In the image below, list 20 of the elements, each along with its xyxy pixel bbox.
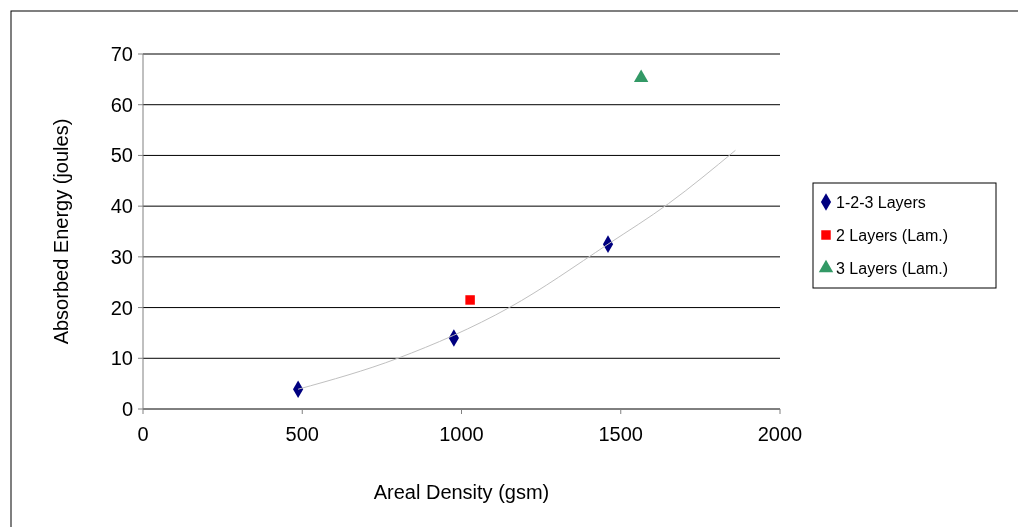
y-tick-label: 50 [110,144,133,167]
y-axis-title: Absorbed Energy (joules) [50,118,72,345]
x-axis-title: Areal Density (gsm) [373,481,550,503]
x-tick-label: 1000 [439,423,484,445]
x-tick-label: 0 [137,423,149,445]
x-tick-label: 500 [285,423,319,445]
x-tick-label: 1500 [598,423,643,445]
y-tick-label: 30 [110,245,133,268]
legend-label: 3 Layers (Lam.) [836,259,949,277]
x-tick-label: 2000 [757,423,803,445]
y-tick-label: 70 [110,43,133,65]
y-tick-label: 60 [110,93,133,116]
point [633,69,649,82]
y-tick-label: 20 [110,296,133,319]
y-tick-label: 40 [110,195,133,218]
point [465,295,475,305]
y-tick-label: 10 [110,347,133,370]
legend-label: 2 Layers (Lam.) [836,226,949,244]
legend-label: 1-2-3 Layers [836,193,926,211]
y-tick-label: 0 [121,398,133,420]
